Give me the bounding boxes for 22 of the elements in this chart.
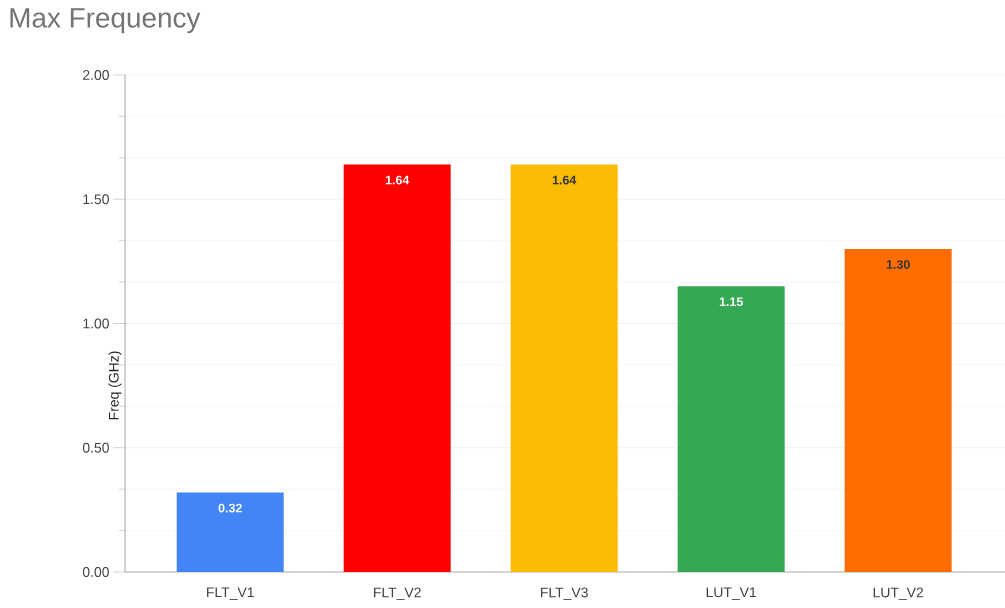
data-label: 1.15 [719,297,743,307]
data-label: 1.64 [552,175,577,185]
x-tick-label: FLT_V1 [207,587,254,600]
bar [510,164,618,572]
data-label: 0.32 [218,503,242,513]
y-tick-label: 2.00 [83,70,109,80]
data-label: 1.30 [886,260,910,269]
x-tick-label: FLT_V3 [541,587,588,601]
bar [343,164,451,572]
y-tick-label: 0.50 [82,442,109,453]
bar [176,492,284,572]
bar [844,248,952,572]
y-tick-label: 1.00 [83,318,109,329]
x-tick-label: LUT_V1 [706,587,757,600]
x-tick-label: LUT_V2 [873,587,924,601]
bar [677,286,785,572]
x-tick-label: FLT_V2 [374,587,421,601]
y-axis-title: Freq (GHz) [108,351,122,420]
chart-title: Max Frequency [10,8,201,34]
data-label: 1.64 [385,175,410,185]
y-tick-label: 1.50 [83,194,109,205]
y-tick-label: 0.00 [82,567,109,577]
